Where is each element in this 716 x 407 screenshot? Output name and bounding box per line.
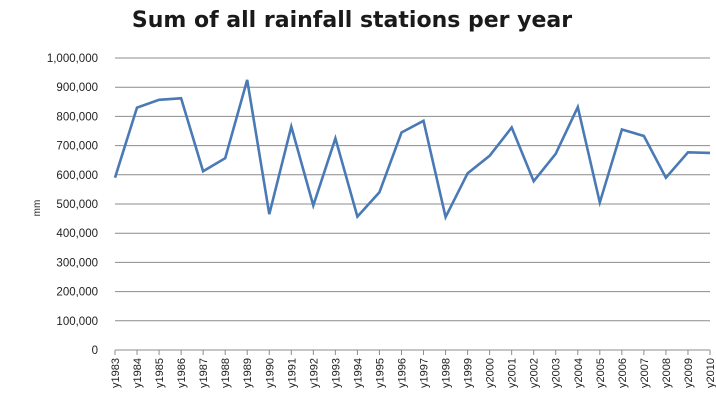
- x-tick-label: y2010: [705, 358, 716, 388]
- x-tick-label: y1993: [330, 358, 342, 388]
- x-tick-label: y1990: [264, 358, 276, 388]
- x-tick-label: y1984: [132, 358, 144, 388]
- x-tick-label: y1989: [242, 358, 254, 388]
- y-tick-label: 1,000,000: [47, 53, 98, 65]
- x-tick-label: y2001: [507, 358, 519, 388]
- x-tick-label: y1996: [396, 358, 408, 388]
- y-tick-label: 500,000: [56, 199, 98, 211]
- x-tick-label: y1998: [441, 358, 453, 388]
- y-tick-label: 700,000: [56, 141, 98, 153]
- y-tick-label: 100,000: [56, 316, 98, 328]
- x-tick-label: y2002: [529, 358, 541, 388]
- x-tick-label: y2000: [485, 358, 497, 388]
- y-tick-label: 400,000: [56, 228, 98, 240]
- x-tick-label: y2004: [573, 358, 585, 388]
- y-tick-labels: 0 100,000 200,000 300,000 400,000 500,000 600,…: [47, 53, 98, 357]
- series-line: [113, 79, 711, 221]
- y-axis-label: mm: [32, 200, 43, 217]
- y-tick-label: 800,000: [56, 111, 98, 123]
- x-tick-label: y1983: [110, 358, 122, 388]
- x-tick-label: y1987: [198, 358, 210, 388]
- y-tick-label: 600,000: [56, 170, 98, 182]
- x-tick-label: y2007: [639, 358, 651, 388]
- x-tick-label: y1994: [352, 358, 364, 388]
- x-tick-label: y1992: [308, 358, 320, 388]
- y-tick-label: 0: [92, 345, 98, 357]
- y-tick-label: 300,000: [56, 257, 98, 269]
- x-tick-label: y1986: [176, 358, 188, 388]
- axes: [114, 349, 711, 355]
- y-tick-label: 900,000: [56, 82, 98, 94]
- x-tick-label: y1988: [220, 358, 232, 388]
- x-tick-label: y1985: [154, 358, 166, 388]
- x-tick-labels: y1983 y1984 y1985 y1986 y1987 y1988 y1989 y1990…: [110, 358, 716, 388]
- series-layer: [113, 79, 711, 221]
- gridlines: [115, 57, 710, 322]
- x-tick-label: y2006: [617, 358, 629, 388]
- x-tick-label: y2008: [661, 358, 673, 388]
- x-tick-label: y1999: [463, 358, 475, 388]
- x-tick-label: y2009: [683, 358, 695, 388]
- chart-title: Sum of all rainfall stations per year: [132, 8, 572, 33]
- y-tick-label: 200,000: [56, 287, 98, 299]
- x-tick-label: y2005: [595, 358, 607, 388]
- x-tick-label: y1997: [419, 358, 431, 388]
- x-tick-label: y1995: [374, 358, 386, 388]
- x-tick-label: y2003: [551, 358, 563, 388]
- x-tick-label: y1991: [286, 358, 298, 388]
